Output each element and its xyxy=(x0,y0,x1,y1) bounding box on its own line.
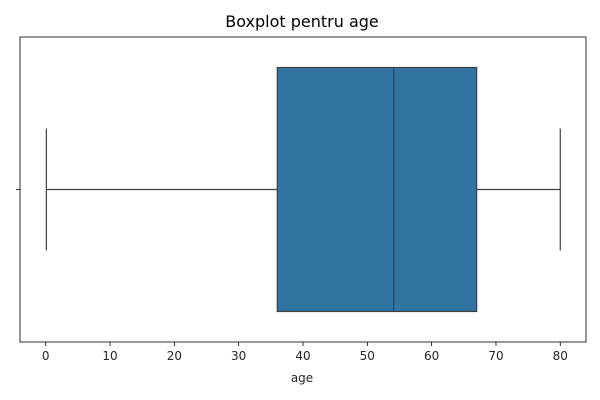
x-tick-label: 60 xyxy=(424,349,439,363)
x-tick-label: 80 xyxy=(553,349,568,363)
iqr-box xyxy=(276,66,478,313)
chart-title: Boxplot pentru age xyxy=(225,12,379,31)
x-tick-label: 30 xyxy=(231,349,246,363)
x-tick-label: 20 xyxy=(167,349,182,363)
x-tick-label: 40 xyxy=(295,349,310,363)
x-tick-label: 50 xyxy=(360,349,375,363)
x-tick-label: 70 xyxy=(488,349,503,363)
x-tick-label: 10 xyxy=(102,349,117,363)
x-axis-label: age xyxy=(291,371,313,385)
x-tick-label: 0 xyxy=(42,349,50,363)
